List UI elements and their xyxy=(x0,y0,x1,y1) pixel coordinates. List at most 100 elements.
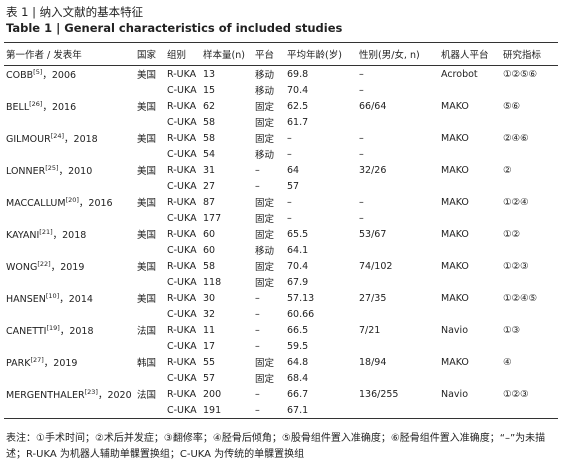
table-row: C-UKA 57 固定 68.4 xyxy=(4,370,558,386)
table-row: GILMOUR[24]，2018 美国 R-UKA 58 固定 – – MAKO ②④⑥ xyxy=(4,130,558,146)
table-row: CANETTI[19]，2018 法国 R-UKA 11–66.5 7/21 Navio ①… xyxy=(4,322,558,338)
table-row: C-UKA 32 – 60.66 xyxy=(4,306,558,322)
author-cell: KAYANI[21]，2018 xyxy=(4,226,135,242)
group: R-UKA xyxy=(167,164,197,176)
platform: 移动 xyxy=(255,70,275,81)
column-header: 第一作者 / 发表年 xyxy=(4,42,135,66)
gender: 27/35 xyxy=(359,292,387,304)
group: C-UKA xyxy=(167,244,197,256)
platform: – xyxy=(255,388,260,400)
year: ，2016 xyxy=(42,102,77,113)
gender: – xyxy=(359,196,364,208)
table-row: C-UKA 54 移动 – – xyxy=(4,146,558,162)
outcomes: ④ xyxy=(503,356,512,368)
mean-age: 59.5 xyxy=(287,340,309,352)
group: C-UKA xyxy=(167,148,197,160)
author: HANSEN xyxy=(6,294,46,305)
author-cell xyxy=(4,210,135,226)
table-row: MERGENTHALER[23]，2020 法国 R-UKA 200–66.7 136/… xyxy=(4,386,558,402)
mean-age: – xyxy=(287,196,292,208)
mean-age: 64 xyxy=(287,164,300,176)
platform: 固定 xyxy=(255,278,275,289)
platform: – xyxy=(255,164,260,176)
platform: – xyxy=(255,340,260,352)
empty-cell xyxy=(501,210,558,226)
empty-cell xyxy=(357,306,439,322)
reference: [23] xyxy=(84,387,98,396)
author-cell: LONNER[25]，2010 xyxy=(4,162,135,178)
empty-cell xyxy=(501,306,558,322)
platform: – xyxy=(255,308,260,320)
reference: [24] xyxy=(50,131,65,140)
platform: – xyxy=(255,324,260,336)
sample-size: 30 xyxy=(203,292,216,304)
empty-cell xyxy=(439,242,501,258)
author-cell xyxy=(4,146,135,162)
group: C-UKA xyxy=(167,340,197,352)
mean-age: 57 xyxy=(287,180,300,192)
country: 美国 xyxy=(137,262,157,273)
column-header: 样本量(n) xyxy=(201,42,253,66)
outcomes: ②④⑥ xyxy=(503,132,529,144)
country: 美国 xyxy=(137,198,157,209)
mean-age: 68.4 xyxy=(287,372,309,384)
gender: 66/64 xyxy=(359,100,387,112)
table-row: LONNER[25]，2010 美国 R-UKA 31–64 32/26 MAKO ② xyxy=(4,162,558,178)
platform: – xyxy=(255,180,260,192)
year: ，2020 xyxy=(97,390,132,401)
author-cell: BELL[26]，2016 xyxy=(4,98,135,114)
robot-platform: Acrobot xyxy=(441,68,478,80)
author-cell xyxy=(4,306,135,322)
empty-cell xyxy=(357,178,439,194)
country: 美国 xyxy=(137,70,157,81)
platform: 固定 xyxy=(255,358,275,369)
empty-cell xyxy=(135,82,165,98)
column-header: 研究指标 xyxy=(501,42,558,66)
table-row: C-UKA 177 固定 – – xyxy=(4,210,558,226)
table: 第一作者 / 发表年 国家 组别 样本量(n) 平台 平均年龄(岁) 性别(男/女, n) 机… xyxy=(4,42,558,419)
table-row: C-UKA 15 移动 70.4 – xyxy=(4,82,558,98)
country: 韩国 xyxy=(137,358,157,369)
empty-cell xyxy=(501,114,558,130)
group: R-UKA xyxy=(167,292,197,304)
country: 法国 xyxy=(137,326,157,337)
group: R-UKA xyxy=(167,196,197,208)
gender: 53/67 xyxy=(359,228,387,240)
reference: [5] xyxy=(33,67,43,76)
mean-age: – xyxy=(287,148,292,160)
platform: 固定 xyxy=(255,214,275,225)
sample-size: 27 xyxy=(203,180,216,192)
outcomes: ①②③ xyxy=(503,260,529,272)
column-header: 组别 xyxy=(165,42,201,66)
sample-size: 62 xyxy=(203,100,216,112)
empty-cell xyxy=(439,210,501,226)
year: ，2016 xyxy=(78,198,113,209)
mean-age: – xyxy=(287,212,292,224)
gender: – xyxy=(359,148,364,160)
gender: – xyxy=(359,212,364,224)
mean-age: 65.5 xyxy=(287,228,309,240)
group: R-UKA xyxy=(167,260,197,272)
outcomes: ⑤⑥ xyxy=(503,100,521,112)
caption-cn: 表 1 | 纳入文献的基本特征 xyxy=(6,5,144,19)
group: C-UKA xyxy=(167,84,197,96)
sample-size: 58 xyxy=(203,260,216,272)
sample-size: 55 xyxy=(203,356,216,368)
mean-age: 67.9 xyxy=(287,276,309,288)
table-row: C-UKA 191–67.1 xyxy=(4,402,558,419)
author: WONG xyxy=(6,262,38,273)
empty-cell xyxy=(439,178,501,194)
empty-cell xyxy=(135,210,165,226)
platform: 固定 xyxy=(255,374,275,385)
author-cell xyxy=(4,338,135,354)
robot-platform: MAKO xyxy=(441,164,469,176)
mean-age: 61.7 xyxy=(287,116,309,128)
reference: [20] xyxy=(65,195,79,204)
empty-cell xyxy=(439,402,501,419)
empty-cell xyxy=(135,146,165,162)
gender: – xyxy=(359,84,364,96)
robot-platform: MAKO xyxy=(441,228,469,240)
table-row: WONG[22]，2019 美国 R-UKA 58 固定 70.4 74/102 MAKO ①②… xyxy=(4,258,558,274)
table-row: BELL[26]，2016 美国 R-UKA 62 固定 62.5 66/64 MAKO ⑤⑥ xyxy=(4,98,558,114)
year: ，2018 xyxy=(59,326,94,337)
